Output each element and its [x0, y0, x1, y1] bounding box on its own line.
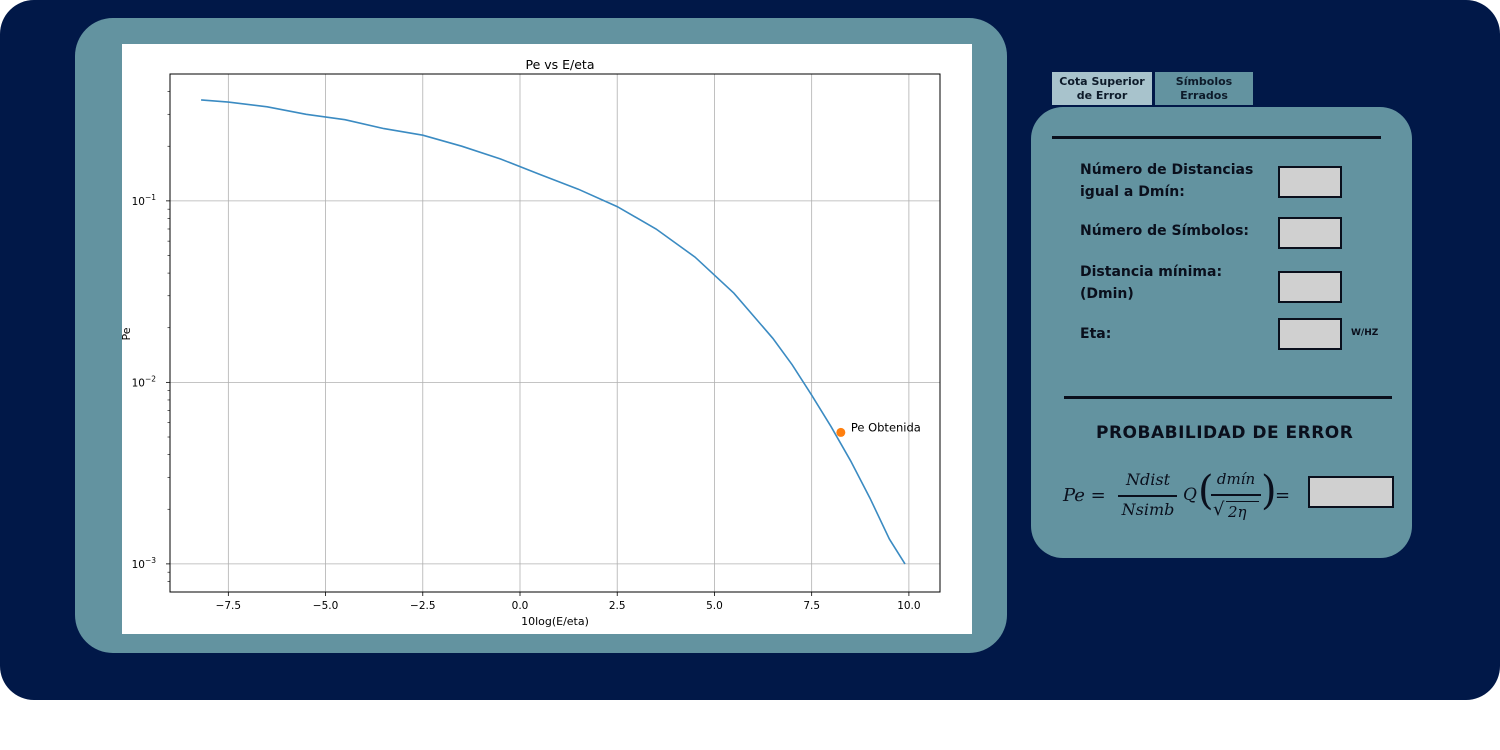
- x-tick-label: 5.0: [706, 600, 723, 612]
- eta-input[interactable]: [1278, 318, 1342, 350]
- dmin-label-line1: Distancia mínima:: [1080, 264, 1223, 280]
- nsimb-label: Número de Símbolos:: [1080, 223, 1250, 239]
- formula-rparen: ): [1261, 468, 1277, 514]
- tab-simbolos-errados[interactable]: Símbolos Errados: [1155, 72, 1253, 105]
- x-tick-label: −5.0: [313, 600, 339, 612]
- ndist-input[interactable]: [1278, 166, 1342, 198]
- formula-sqrt-bar: [1226, 501, 1259, 503]
- top-divider: [1052, 136, 1381, 139]
- pe-chart-svg: Pe vs E/eta −7.5 −5.0 −2.5 0.0 2.5 5.0 7.5 10.0…: [122, 57, 941, 628]
- eta-unit: W/HZ: [1351, 328, 1379, 338]
- dmin-label-line2: (Dmin): [1080, 286, 1134, 302]
- y-tick-label: 10−3: [132, 556, 157, 571]
- pe-curve: [201, 99, 906, 565]
- formula-inner-num: dmín: [1216, 470, 1256, 488]
- y-tick-label: 10−1: [132, 193, 157, 208]
- dmin-label: Distancia mínima: (Dmin): [1080, 261, 1222, 305]
- bottom-divider: [1064, 396, 1392, 399]
- pe-formula: Pe = Ndist Nsimb Q ( dmín √ 2η ) =: [1063, 468, 1303, 528]
- x-tick-label: 10.0: [897, 600, 920, 612]
- formula-inner-den: 2η: [1228, 503, 1247, 521]
- plot-frame: [169, 73, 941, 593]
- formula-den: Nsimb: [1121, 500, 1175, 519]
- formula-q: Q: [1183, 485, 1197, 505]
- x-tick-label: −2.5: [410, 600, 436, 612]
- ndist-label-line1: Número de Distancias: [1080, 162, 1254, 178]
- x-axis-label: 10log(E/eta): [521, 615, 589, 628]
- pe-result-output[interactable]: [1308, 476, 1394, 508]
- chart-grid: [170, 74, 940, 592]
- x-tick-label: −7.5: [216, 600, 242, 612]
- tab-sim-line2: Errados: [1180, 89, 1228, 102]
- tab-cota-line2: de Error: [1076, 89, 1128, 102]
- pe-obtenida-point: [836, 427, 846, 437]
- x-tick-label: 7.5: [803, 600, 820, 612]
- pe-obtenida-label: Pe Obtenida: [851, 420, 921, 434]
- formula-lhs: Pe =: [1063, 485, 1106, 506]
- tab-cota-superior[interactable]: Cota Superior de Error: [1052, 72, 1152, 105]
- x-tick-label: 2.5: [609, 600, 626, 612]
- y-tick-label: 10−2: [132, 374, 157, 389]
- formula-eq: =: [1275, 485, 1291, 506]
- probabilidad-title: PROBABILIDAD DE ERROR: [1096, 423, 1354, 443]
- app-window: Pe vs E/eta −7.5 −5.0 −2.5 0.0 2.5 5.0 7.5 10.0…: [0, 0, 1500, 700]
- chart-title: Pe vs E/eta: [525, 57, 594, 72]
- eta-label: Eta:: [1080, 326, 1112, 342]
- pe-chart: Pe vs E/eta −7.5 −5.0 −2.5 0.0 2.5 5.0 7.5 10.0…: [122, 44, 972, 634]
- ndist-label-line2: igual a Dmín:: [1080, 184, 1185, 200]
- x-tick-label: 0.0: [512, 600, 529, 612]
- formula-lparen: (: [1198, 468, 1214, 514]
- dmin-input[interactable]: [1278, 271, 1342, 303]
- tab-cota-line1: Cota Superior: [1059, 75, 1145, 88]
- formula-fraction-bar: [1118, 495, 1177, 497]
- formula-sqrt-sign: √: [1213, 499, 1225, 520]
- formula-inner-bar: [1211, 494, 1261, 496]
- ndist-label: Número de Distancias igual a Dmín:: [1080, 159, 1253, 203]
- y-axis-label: Pe: [122, 327, 133, 340]
- tab-sim-line1: Símbolos: [1175, 75, 1233, 88]
- nsimb-input[interactable]: [1278, 217, 1342, 249]
- formula-num: Ndist: [1126, 470, 1170, 489]
